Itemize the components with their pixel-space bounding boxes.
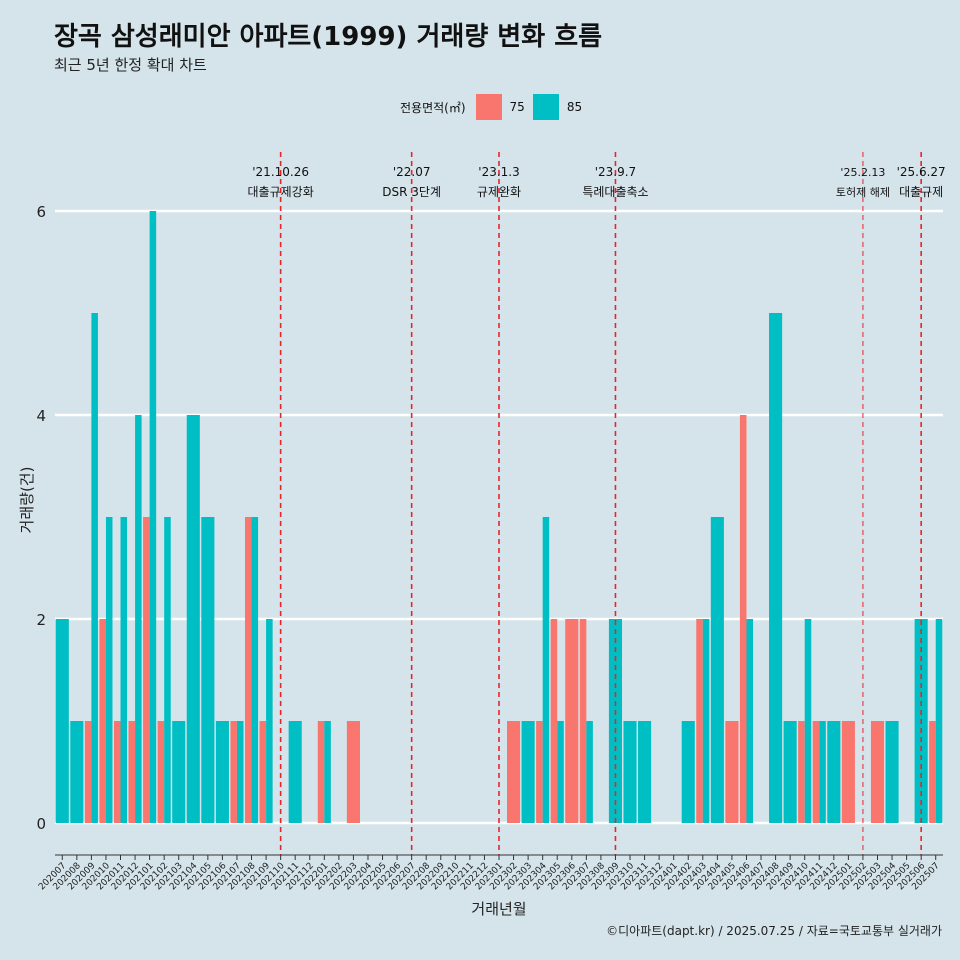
bar-85-202111	[288, 721, 302, 823]
bar-85-202410	[804, 619, 812, 823]
bar-75-202012	[128, 721, 136, 823]
bar-85-202104	[186, 415, 200, 823]
legend-label-75: 75	[509, 100, 525, 114]
event-date-5: '25.6.27	[897, 165, 946, 179]
event-label-3: 특례대출축소	[582, 185, 648, 199]
event-date-1: '22.07	[393, 165, 431, 179]
bar-85-202108	[251, 517, 259, 823]
bar-85-202008	[70, 721, 84, 823]
bar-85-202403	[702, 619, 710, 823]
bar-85-202102	[164, 517, 171, 823]
bar-85-202307	[586, 721, 593, 823]
bar-75-202109	[259, 721, 267, 823]
event-label-5: 대출규제	[899, 185, 943, 199]
bar-85-202101	[149, 211, 157, 823]
bar-75-202201	[317, 721, 325, 823]
chart-subtitle: 최근 5년 한정 확대 차트	[54, 56, 207, 74]
event-label-4: 토허제 해제	[836, 185, 890, 199]
chart-title: 장곡 삼성래미안 아파트(1999) 거래량 변화 흐름	[54, 22, 603, 52]
bar-75-202009	[84, 721, 92, 823]
bar-75-202102	[157, 721, 165, 823]
bar-85-202310	[623, 721, 637, 823]
bar-75-202507	[929, 721, 936, 823]
bar-85-202010	[105, 517, 113, 823]
legend-label-85: 85	[566, 100, 583, 114]
bar-75-202406	[739, 415, 747, 823]
bar-85-202504	[885, 721, 899, 823]
bar-85-202411	[819, 721, 826, 823]
bar-75-202304	[536, 721, 543, 823]
bar-85-202011	[120, 517, 128, 823]
bar-85-202303	[521, 721, 535, 823]
legend-swatch-85	[532, 94, 559, 120]
event-date-2: '23.1.3	[478, 165, 519, 179]
bar-85-202012	[135, 415, 142, 823]
bar-85-202311	[638, 721, 652, 823]
bar-75-202306	[565, 619, 579, 823]
bar-75-202108	[244, 517, 252, 823]
bar-75-202011	[113, 721, 121, 823]
legend: 전용면적(㎡) 75 85	[400, 93, 590, 121]
legend-swatch-75	[475, 94, 502, 120]
bar-85-202408	[769, 313, 783, 823]
bar-75-202503	[870, 721, 885, 823]
bar-75-202203	[346, 721, 360, 823]
bar-75-202107	[230, 721, 237, 823]
bar-85-202105	[201, 517, 215, 823]
bar-85-202402	[681, 721, 695, 823]
bar-85-202107	[236, 721, 244, 823]
bar-85-202404	[710, 517, 724, 823]
bar-75-202501	[841, 721, 855, 823]
event-label-2: 규제완화	[477, 185, 521, 199]
legend-title: 전용면적(㎡)	[400, 100, 466, 115]
y-axis-title: 거래량(건)	[18, 467, 36, 534]
bar-75-202411	[812, 721, 820, 823]
event-date-0: '21.10.26	[252, 165, 309, 179]
y-tick-label-2: 2	[36, 611, 46, 629]
y-tick-label-0: 0	[36, 815, 46, 833]
x-axis-title: 거래년월	[471, 900, 526, 918]
source-caption: ©디아파트(dapt.kr) / 2025.07.25 / 자료=국토교통부 실…	[606, 924, 942, 938]
bar-75-202307	[579, 619, 587, 823]
bar-75-202010	[99, 619, 106, 823]
bar-85-202201	[324, 721, 331, 823]
bar-85-202007	[55, 619, 69, 823]
bar-85-202109	[266, 619, 273, 823]
y-tick-label-4: 4	[36, 407, 46, 425]
bar-85-202009	[91, 313, 98, 823]
event-date-3: '23.9.7	[595, 165, 636, 179]
y-tick-label-6: 6	[36, 203, 46, 221]
event-date-4: '25.2.13	[840, 166, 885, 179]
event-label-0: 대출규제강화	[248, 185, 314, 199]
bar-85-202305	[557, 721, 564, 823]
bar-85-202409	[783, 721, 797, 823]
bar-75-202405	[725, 721, 739, 823]
bar-85-202412	[827, 721, 841, 823]
bar-85-202103	[172, 721, 186, 823]
bar-75-202101	[143, 517, 150, 823]
event-label-1: DSR 3단계	[382, 185, 441, 199]
bar-85-202406	[746, 619, 754, 823]
bar-75-202410	[798, 721, 805, 823]
bar-75-202302	[507, 721, 521, 823]
bar-85-202507	[935, 619, 943, 823]
bar-75-202305	[550, 619, 558, 823]
bar-85-202304	[542, 517, 550, 823]
bar-85-202106	[215, 721, 229, 823]
bar-75-202403	[696, 619, 703, 823]
